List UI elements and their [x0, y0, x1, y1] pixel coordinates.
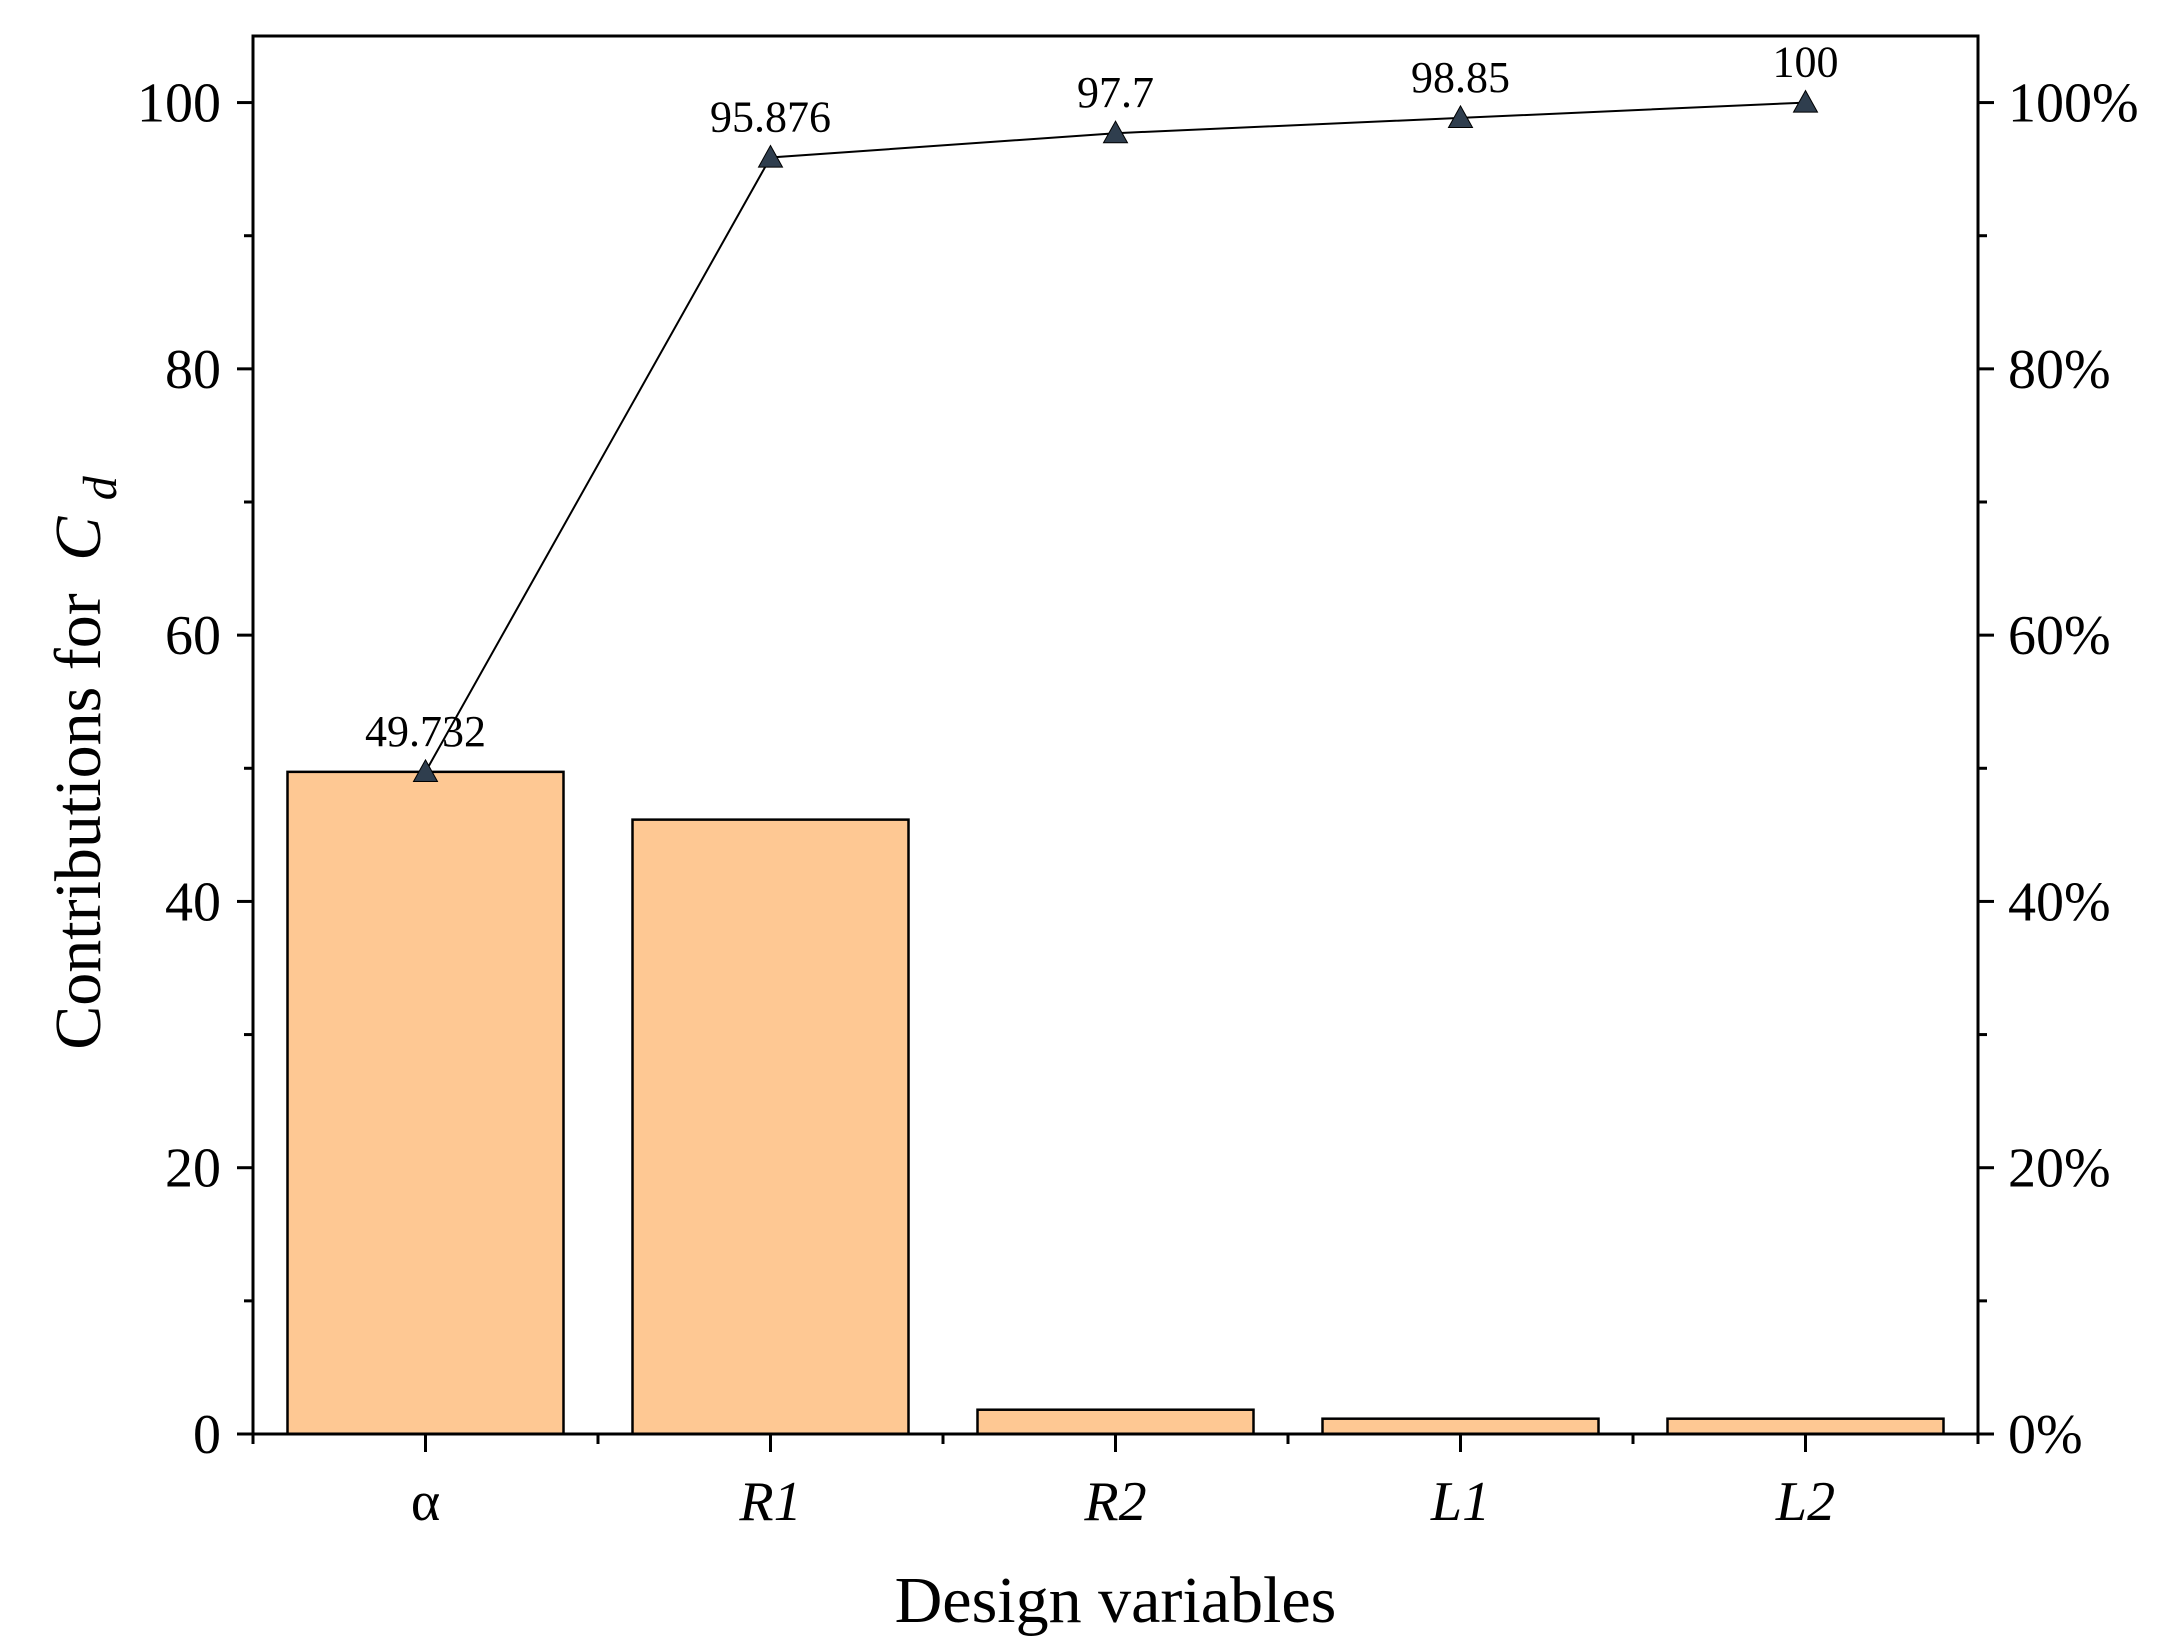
bar-L1 — [1321, 1417, 1600, 1436]
right-tick-label-0: 0% — [2008, 1404, 2083, 1466]
x-axis: α R1 R2 L1 L2 — [251, 1434, 1980, 1533]
right-tick-label-20: 20% — [2008, 1138, 2111, 1200]
bar-α — [286, 770, 565, 1436]
cumulative-label-2: 97.7 — [1077, 68, 1154, 117]
x-tick-label-2: R2 — [1083, 1471, 1146, 1533]
right-tick-label-80: 80% — [2008, 339, 2111, 401]
bar-L2 — [1666, 1417, 1945, 1436]
x-tick-label-3: L1 — [1430, 1471, 1490, 1533]
x-tick-label-1: R1 — [738, 1471, 801, 1533]
right-tick-label-100: 100% — [2008, 73, 2139, 135]
x-tick-label-0: α — [411, 1471, 440, 1533]
left-y-axis: 0 20 40 60 80 100 — [137, 73, 253, 1466]
cumulative-label-1: 95.876 — [710, 92, 831, 141]
cumulative-label-0: 49.732 — [365, 707, 486, 756]
right-tick-label-40: 40% — [2008, 871, 2111, 933]
bar-R1 — [631, 818, 910, 1436]
cumulative-marker-4 — [1792, 89, 1819, 113]
x-axis-title: Design variables — [895, 1564, 1337, 1637]
bar-R2 — [976, 1408, 1255, 1436]
cumulative-line-group: 49.732 95.876 97.7 98.85 100 — [365, 38, 1839, 782]
y-axis-title-symbol: C — [42, 516, 115, 561]
cumulative-marker-3 — [1447, 104, 1474, 128]
y-axis-title-text: Contributions for — [42, 593, 115, 1050]
y-axis-title-subscript: d — [74, 475, 127, 500]
left-tick-label-100: 100 — [137, 73, 221, 135]
cumulative-label-4: 100 — [1773, 38, 1839, 87]
x-tick-label-4: L2 — [1775, 1471, 1835, 1533]
left-tick-label-60: 60 — [165, 605, 221, 667]
cumulative-marker-2 — [1102, 120, 1129, 144]
right-y-axis: 0% 20% 40% 60% 80% 100% — [1978, 73, 2139, 1466]
cumulative-marker-1 — [757, 144, 784, 168]
left-tick-label-20: 20 — [165, 1138, 221, 1200]
left-tick-label-40: 40 — [165, 871, 221, 933]
y-axis-title: Contributions for C d — [42, 475, 127, 1050]
left-tick-label-0: 0 — [193, 1404, 221, 1466]
cumulative-line — [424, 101, 1806, 773]
bars-group — [286, 770, 1945, 1436]
cumulative-marker-0 — [412, 758, 439, 782]
cumulative-label-3: 98.85 — [1411, 53, 1510, 102]
left-tick-label-80: 80 — [165, 339, 221, 401]
right-tick-label-60: 60% — [2008, 605, 2111, 667]
